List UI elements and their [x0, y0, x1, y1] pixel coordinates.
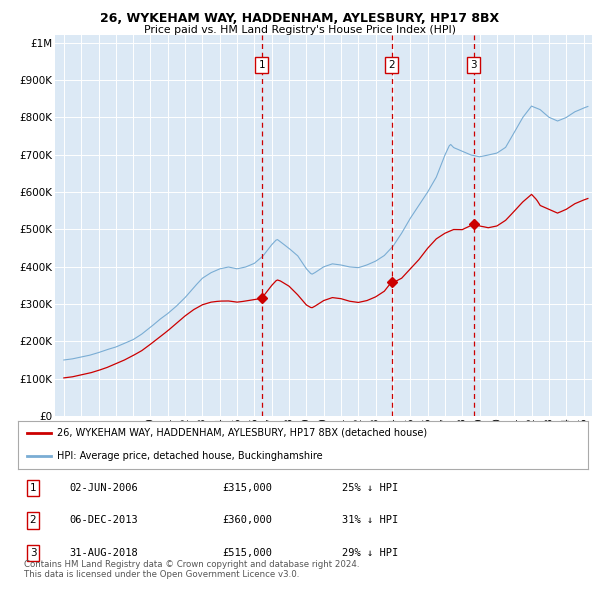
Text: £315,000: £315,000 [222, 483, 272, 493]
Text: 06-DEC-2013: 06-DEC-2013 [69, 516, 138, 525]
Text: 1: 1 [259, 60, 265, 70]
Text: 26, WYKEHAM WAY, HADDENHAM, AYLESBURY, HP17 8BX: 26, WYKEHAM WAY, HADDENHAM, AYLESBURY, H… [100, 12, 500, 25]
Text: Price paid vs. HM Land Registry's House Price Index (HPI): Price paid vs. HM Land Registry's House … [144, 25, 456, 35]
Text: £360,000: £360,000 [222, 516, 272, 525]
Text: 3: 3 [29, 548, 37, 558]
Text: HPI: Average price, detached house, Buckinghamshire: HPI: Average price, detached house, Buck… [57, 451, 322, 461]
Text: £515,000: £515,000 [222, 548, 272, 558]
Text: 25% ↓ HPI: 25% ↓ HPI [342, 483, 398, 493]
Text: 02-JUN-2006: 02-JUN-2006 [69, 483, 138, 493]
Text: 1: 1 [29, 483, 37, 493]
Text: 29% ↓ HPI: 29% ↓ HPI [342, 548, 398, 558]
Text: Contains HM Land Registry data © Crown copyright and database right 2024.
This d: Contains HM Land Registry data © Crown c… [24, 560, 359, 579]
Text: 2: 2 [388, 60, 395, 70]
Text: 31-AUG-2018: 31-AUG-2018 [69, 548, 138, 558]
Text: 2: 2 [29, 516, 37, 525]
Text: 26, WYKEHAM WAY, HADDENHAM, AYLESBURY, HP17 8BX (detached house): 26, WYKEHAM WAY, HADDENHAM, AYLESBURY, H… [57, 428, 427, 438]
Text: 3: 3 [470, 60, 477, 70]
Text: 31% ↓ HPI: 31% ↓ HPI [342, 516, 398, 525]
